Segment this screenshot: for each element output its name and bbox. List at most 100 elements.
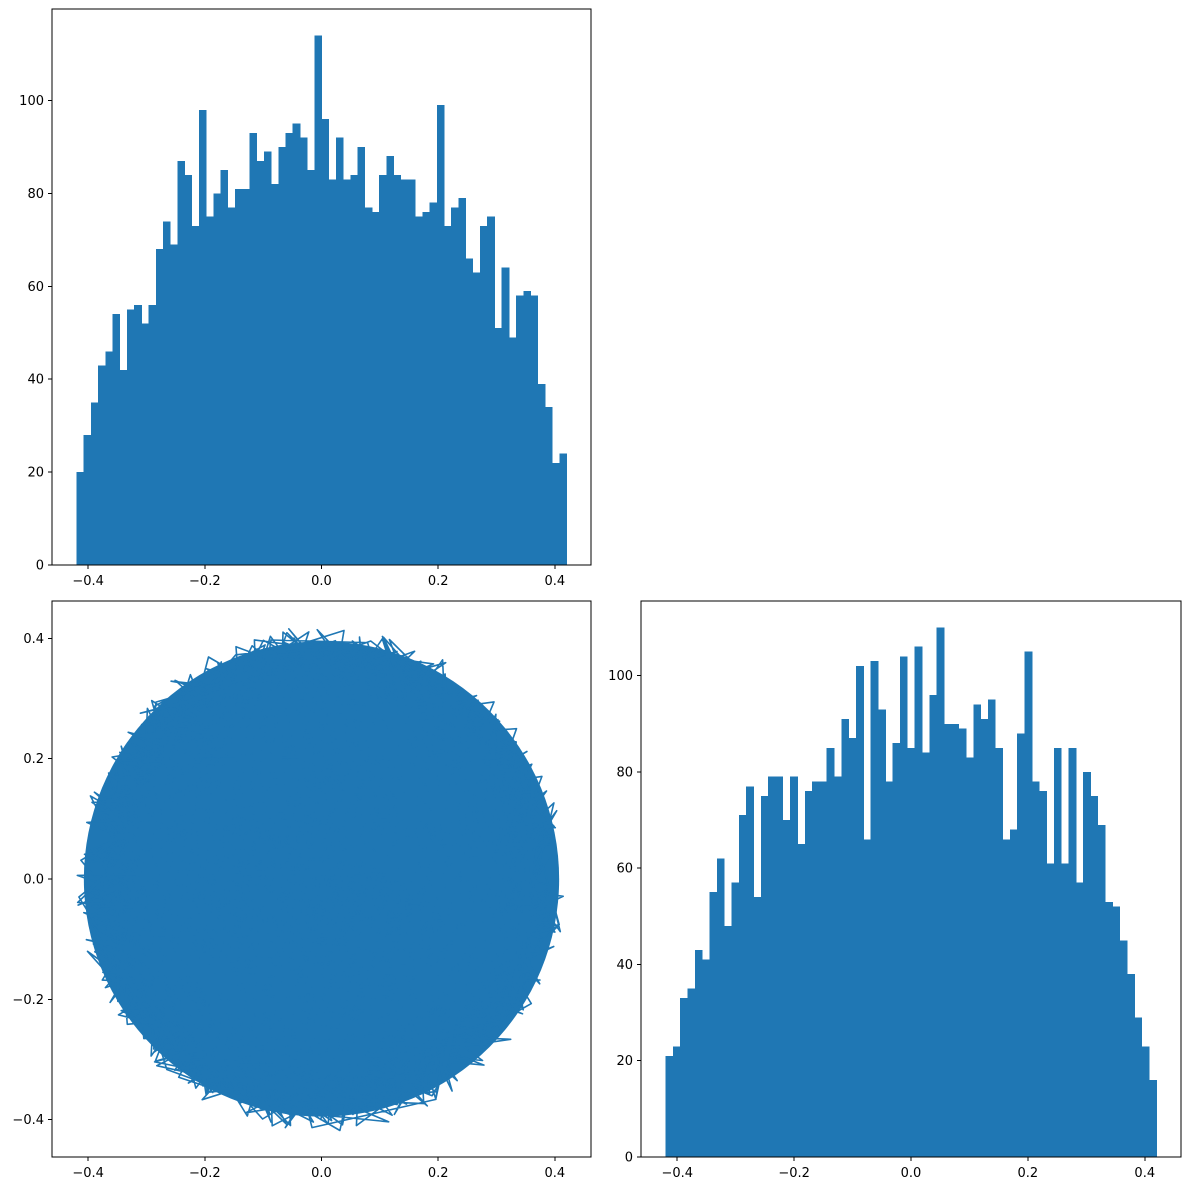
histogram-bar [552, 462, 560, 565]
histogram-bar [148, 304, 157, 565]
histogram-bar [716, 858, 725, 1157]
histogram-bar [885, 781, 894, 1157]
histogram-bar [709, 892, 718, 1157]
histogram-bar [523, 290, 531, 565]
histogram-bar [1017, 733, 1025, 1157]
histogram-bar [1112, 906, 1121, 1157]
x-tick-label: −0.4 [72, 574, 104, 589]
histogram-bar [936, 627, 945, 1157]
histogram-bar [83, 434, 92, 565]
histogram-bar [680, 998, 688, 1157]
histogram-bar [191, 225, 200, 566]
histogram-bar [350, 174, 358, 565]
histogram-bar [892, 743, 901, 1157]
histogram-bar [299, 137, 308, 566]
histogram-bar [393, 174, 402, 565]
histogram-bar [1097, 824, 1106, 1157]
histogram-bar [256, 160, 265, 566]
y-tick-label: 60 [27, 280, 44, 295]
histogram-bar [112, 314, 121, 565]
histogram-bar [1039, 791, 1047, 1157]
histogram-bar [105, 351, 113, 565]
histogram-bar [213, 193, 222, 565]
histogram-bar [508, 337, 517, 565]
histogram-bar [335, 137, 344, 566]
histogram-bar [834, 776, 842, 1157]
histogram-bar [1061, 863, 1069, 1157]
histogram-bar [126, 309, 135, 565]
x-tick-label: −0.4 [661, 1166, 693, 1181]
histogram-bar [863, 839, 872, 1157]
histogram-bar [753, 897, 762, 1157]
histogram-bar [278, 146, 286, 565]
histogram-bar [672, 1046, 681, 1157]
x-tick-label: −0.2 [189, 1166, 221, 1181]
histogram-bar [848, 738, 857, 1157]
histogram-bar [328, 179, 337, 565]
histogram-bar [465, 258, 474, 565]
series-line [76, 628, 564, 1132]
x-tick-label: −0.4 [72, 1166, 104, 1181]
histogram-bar [951, 723, 960, 1157]
y-tick-label: 0.2 [23, 752, 44, 767]
histogram-bottom-right: −0.4 −0.2 0.0 0.2 0.4 0 20 40 60 80 100 [608, 600, 1182, 1181]
x-tick-label: −0.2 [778, 1166, 810, 1181]
histogram-bar [724, 925, 732, 1157]
histogram-bar [819, 781, 828, 1157]
x-tick-label: 0.0 [311, 1166, 332, 1181]
histogram-bar [797, 844, 806, 1157]
x-tick-label: 0.4 [544, 1166, 565, 1181]
y-tick-label: −0.2 [12, 993, 44, 1008]
histogram-bar [995, 747, 1003, 1157]
x-tick-label: 0.2 [428, 574, 449, 589]
histogram-bar [184, 174, 193, 565]
histogram-bar [1105, 901, 1113, 1157]
histogram-bar [687, 988, 696, 1157]
histogram-bar [429, 202, 438, 566]
histogram-bar [738, 815, 747, 1157]
histogram-bar [1127, 974, 1135, 1157]
histogram-bar [343, 179, 351, 565]
histogram-bar [436, 105, 445, 565]
histogram-top-left: −0.4 −0.2 0.0 0.2 0.4 0 20 40 60 80 100 [19, 8, 592, 589]
histogram-bar [134, 304, 142, 565]
histogram-bar [790, 776, 798, 1157]
histogram-bar [444, 225, 452, 566]
histogram-bar [530, 295, 539, 565]
x-tick-label: 0.4 [1134, 1166, 1155, 1181]
histogram-bar [415, 216, 423, 565]
y-tick-label: 0.0 [23, 873, 44, 888]
histogram-bar [804, 791, 813, 1157]
histogram-bar [921, 752, 930, 1157]
histogram-bar [371, 211, 380, 565]
histogram-bar [76, 472, 85, 565]
histogram-bar [731, 882, 740, 1157]
histogram-bar [914, 646, 923, 1157]
histogram-bar [694, 950, 703, 1157]
x-tick-label: 0.0 [311, 574, 332, 589]
histogram-bar [1083, 771, 1091, 1157]
histogram-bar [746, 786, 754, 1157]
histogram-bar [206, 216, 214, 565]
histogram-bar [458, 198, 467, 565]
y-tick-label: 80 [27, 187, 44, 202]
histogram-bar [227, 207, 236, 566]
y-tick-label: 40 [27, 373, 44, 388]
y-tick-label: 60 [616, 862, 633, 877]
histogram-bar [782, 820, 791, 1157]
histogram-bar [292, 123, 301, 565]
histogram-bar [472, 272, 481, 565]
histogram-bar [841, 718, 850, 1157]
histogram-bar [364, 207, 373, 566]
histogram-bar [199, 109, 207, 565]
histogram-bar [1009, 829, 1018, 1157]
histogram-bar [812, 781, 820, 1157]
histogram-bar [407, 179, 416, 565]
x-tick-label: −0.2 [189, 574, 221, 589]
x-tick-label: 0.0 [901, 1166, 922, 1181]
histogram-bar [1053, 747, 1062, 1157]
histogram-bar [856, 665, 864, 1157]
histogram-bar [878, 709, 886, 1157]
histogram-bar [98, 365, 106, 565]
